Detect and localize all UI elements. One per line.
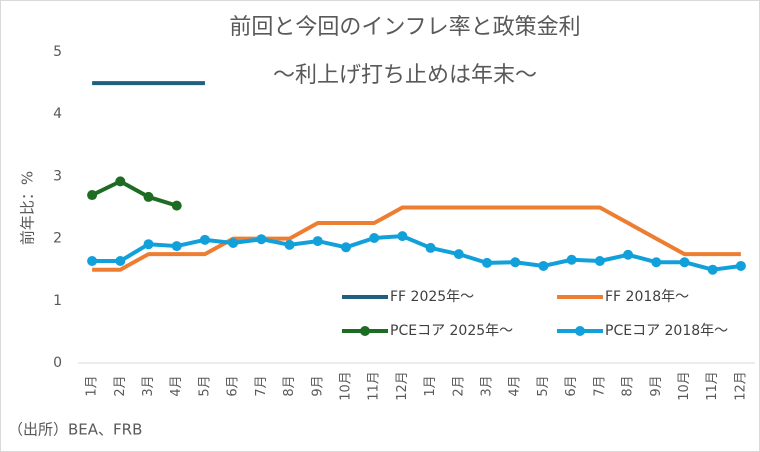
x-tick-label: 3月 [480, 375, 495, 396]
data-point [87, 190, 98, 201]
x-tick-label: 3月 [141, 375, 156, 396]
x-tick-label: 9月 [310, 375, 325, 396]
data-point [397, 231, 408, 242]
data-point [143, 191, 154, 202]
data-point [623, 249, 634, 260]
x-tick-label: 12月 [733, 371, 748, 401]
data-point [87, 255, 98, 266]
series-line [92, 205, 741, 272]
data-point [482, 257, 493, 268]
source-note: （出所）BEA、FRB [8, 421, 142, 439]
x-tick-label: 6月 [226, 375, 241, 396]
y-tick-label: 0 [53, 355, 62, 371]
x-tick-label: 7月 [592, 375, 607, 396]
x-tick-label: 8月 [621, 375, 636, 396]
data-point [171, 200, 182, 211]
x-tick-label: 10月 [677, 371, 692, 401]
data-point [284, 239, 295, 250]
legend-label: FF 2025年〜 [390, 289, 474, 305]
x-tick-label: 2月 [113, 375, 128, 396]
x-tick-label: 8月 [282, 375, 297, 396]
x-tick-label: 6月 [564, 375, 579, 396]
x-tick-label: 12月 [395, 371, 410, 401]
data-point [228, 237, 239, 248]
y-tick-label: 2 [53, 231, 62, 247]
x-tick-label: 1月 [85, 375, 100, 396]
y-tick-label: 1 [53, 293, 62, 309]
series-line [91, 179, 178, 208]
data-point [594, 255, 605, 266]
y-tick-label: 5 [53, 44, 62, 60]
data-point [143, 239, 154, 250]
legend-label: PCEコア 2018年〜 [605, 323, 728, 339]
data-point [425, 242, 436, 253]
data-point [566, 254, 577, 265]
x-tick-label: 2月 [451, 375, 466, 396]
y-tick-label: 4 [53, 106, 62, 122]
data-point [453, 249, 464, 260]
data-point [369, 232, 380, 243]
data-point [171, 241, 182, 252]
data-point [256, 234, 267, 245]
y-tick-label: 3 [53, 168, 62, 184]
x-tick-label: 10月 [338, 371, 353, 401]
data-point [115, 255, 126, 266]
data-point [735, 260, 746, 271]
data-point [115, 176, 126, 187]
data-point [707, 264, 718, 275]
legend-label: FF 2018年〜 [605, 289, 689, 305]
chart-title: 前回と今回のインフレ率と政策金利 [229, 15, 580, 40]
chart-subtitle: 〜利上げ打ち止めは年末〜 [273, 63, 537, 88]
data-point [199, 234, 210, 245]
y-axis-label: 前年比：% [19, 171, 37, 245]
legend-marker [575, 326, 585, 336]
x-tick-label: 11月 [367, 371, 382, 401]
data-point [538, 260, 549, 271]
data-point [510, 257, 521, 268]
data-point [679, 257, 690, 268]
legend-label: PCEコア 2025年〜 [390, 323, 513, 339]
x-tick-label: 11月 [705, 371, 720, 401]
legend-marker [360, 326, 370, 336]
x-tick-label: 7月 [254, 375, 269, 396]
x-tick-label: 5月 [536, 375, 551, 396]
data-point [340, 242, 351, 253]
x-tick-label: 4月 [508, 375, 523, 396]
data-point [312, 236, 323, 247]
data-point [651, 257, 662, 268]
x-tick-label: 9月 [649, 375, 664, 396]
x-tick-label: 1月 [423, 375, 438, 396]
x-tick-label: 4月 [169, 375, 184, 396]
x-tick-label: 5月 [197, 375, 212, 396]
